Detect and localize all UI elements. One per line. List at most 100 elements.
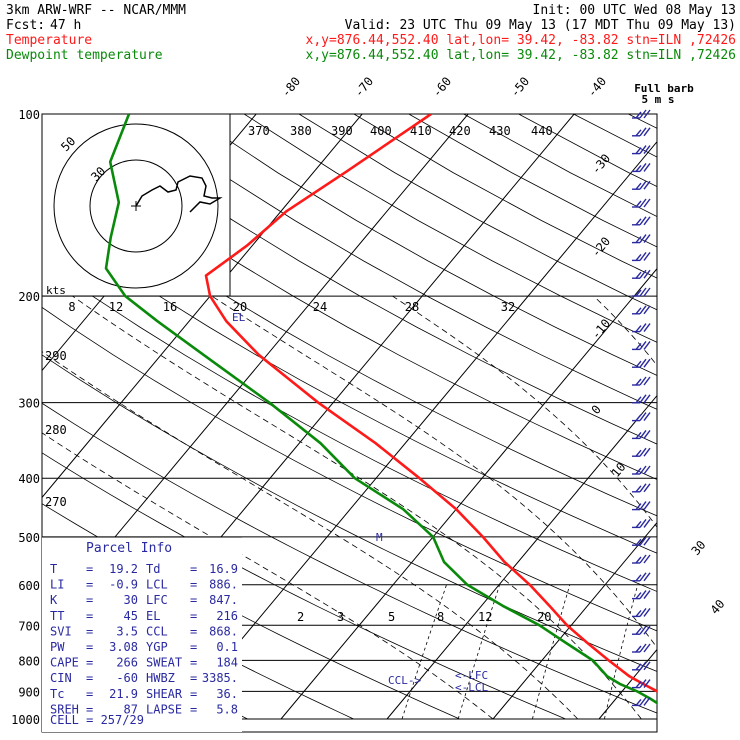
wind-barb (632, 323, 651, 333)
parcel-label-right: YGP (146, 640, 168, 654)
parcel-equals: = (190, 578, 197, 592)
parcel-equals: = (190, 702, 197, 716)
parcel-cell: CELL = 257/29 (50, 713, 144, 727)
theta-label: 380 (290, 124, 312, 138)
parcel-label-right: SWEAT (146, 656, 182, 670)
pressure-tick-label: 400 (18, 472, 40, 486)
isotherm-line (705, 114, 740, 719)
isotherm-line (492, 521, 657, 720)
dry-adiabat (42, 354, 657, 672)
theta-label: 390 (331, 124, 353, 138)
parcel-equals: = (86, 609, 93, 623)
el-annotation: EL (232, 311, 246, 324)
isotherm-line (280, 267, 657, 720)
wind-barb (632, 198, 651, 208)
parcel-equals: = (86, 624, 93, 638)
parcel-info-box: Parcel Info T = 19.2 Td = 16.9 LI = -0.9 LCL = 886.… (42, 536, 242, 732)
parcel-info-row: CAPE = 266 SWEAT = 184 (50, 656, 238, 670)
isotherm-line (174, 140, 657, 720)
moist-adiabat (72, 295, 642, 720)
wind-barb (632, 340, 651, 351)
parcel-equals: = (86, 593, 93, 607)
lfc-annotation: <-LFC (455, 669, 488, 682)
parcel-value-right: 3385. (202, 671, 238, 685)
parcel-value-right: 0.1 (216, 640, 238, 654)
parcel-value-left: 21.9 (109, 687, 138, 701)
parcel-label-left: PW (50, 640, 65, 654)
theta-label: 370 (248, 124, 270, 138)
parcel-label-right: EL (146, 609, 160, 623)
parcel-equals: = (190, 562, 197, 576)
mixing-ratio-line (669, 585, 699, 719)
parcel-value-right: 886. (209, 578, 238, 592)
dry-adiabat (42, 306, 657, 632)
parcel-label-left: CAPE (50, 656, 79, 670)
parcel-value-left: 3.08 (109, 640, 138, 654)
wind-barb (632, 287, 651, 297)
wind-barb (632, 696, 651, 707)
dry-adiabat (42, 215, 657, 554)
dry-adiabat (133, 114, 657, 410)
wind-barb (632, 679, 651, 689)
dry-adiabat (188, 114, 657, 376)
wind-barb (632, 269, 651, 279)
mixing-ratio-label: 20 (537, 610, 551, 624)
wind-barb (632, 358, 651, 368)
parcel-equals: = (190, 640, 197, 654)
pressure-tick-label: 200 (18, 290, 40, 304)
parcel-equals: = (190, 624, 197, 638)
parcel-equals: = (86, 640, 93, 654)
wind-barb (632, 447, 651, 457)
parcel-value-right: 16.9 (209, 562, 238, 576)
wind-barb (632, 162, 651, 173)
forecast-label: Fcst: (6, 18, 45, 33)
parcel-info-row: SVI = 3.5 CCL = 868. (50, 624, 238, 638)
pressure-tick-label: 500 (18, 531, 40, 545)
theta-label: 270 (45, 495, 67, 509)
isotherm-label: 30 (689, 538, 709, 558)
pressure-tick-label: 800 (18, 654, 40, 668)
temperature-location: x,y=876.44,552.40 lat,lon= 39.42, -83.82… (306, 33, 736, 48)
parcel-label-right: HWBZ (146, 671, 175, 685)
wind-barb (632, 109, 651, 119)
parcel-value-right: 847. (209, 593, 238, 607)
parcel-equals: = (86, 656, 93, 670)
hodograph-ring-50 (53, 123, 219, 289)
hodograph-trace (135, 175, 223, 213)
wind-barb (632, 145, 651, 155)
isotherm-label: -80 (279, 74, 304, 100)
parcel-value-left: 3.5 (116, 624, 138, 638)
wind-barb (632, 501, 651, 511)
isotherm-label: -40 (585, 74, 610, 100)
wind-barb (632, 607, 651, 618)
forecast-hour: 47 h (50, 18, 81, 33)
model-title: 3km ARW-WRF -- NCAR/MMM (6, 3, 186, 18)
parcel-label-left: T (50, 562, 57, 576)
parcel-label-right: SHEAR (146, 687, 183, 701)
valid-time: Valid: 23 UTC Thu 09 May 13 (17 MDT Thu … (345, 18, 736, 33)
dewpoint-legend: Dewpoint temperature (6, 48, 163, 63)
hodograph-axis-label: 8 (68, 300, 75, 314)
wind-barb (632, 429, 651, 440)
parcel-value-right: 216 (216, 609, 238, 623)
dry-adiabat (42, 260, 657, 592)
parcel-label-left: K (50, 593, 58, 607)
dry-adiabat (79, 114, 657, 445)
dry-adiabat (42, 170, 657, 517)
wind-barb (632, 643, 651, 653)
parcel-value-left: 87 (124, 702, 138, 716)
hodograph-axis-label: 16 (163, 300, 177, 314)
theta-label: 440 (531, 124, 553, 138)
mixing-ratio-label: 5 (388, 610, 395, 624)
hodograph-axis-label: 24 (313, 300, 327, 314)
parcel-equals: = (190, 671, 197, 685)
dewpoint-location: x,y=876.44,552.40 lat,lon= 39.42, -83.82… (306, 48, 736, 63)
parcel-info-row: Tc = 21.9 SHEAR = 36. (50, 687, 238, 701)
parcel-info-row: TT = 45 EL = 216 (50, 609, 238, 623)
parcel-equals: = (86, 578, 93, 592)
isotherm-label: 40 (708, 597, 728, 617)
parcel-label-left: SREH (50, 702, 79, 716)
mixing-ratio-label: 2 (297, 610, 304, 624)
theta-label: 280 (45, 423, 67, 437)
wind-barb (632, 394, 651, 404)
